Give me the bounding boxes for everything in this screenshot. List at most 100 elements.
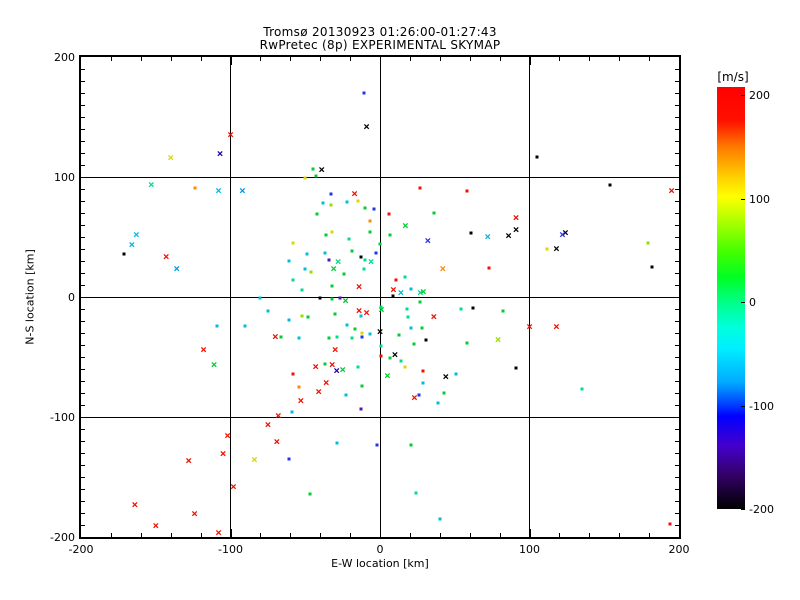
scatter-point bbox=[347, 237, 351, 241]
colorbar-tick-label: -100 bbox=[749, 399, 774, 413]
y-tick-label: -200 bbox=[50, 531, 75, 544]
scatter-point bbox=[297, 385, 301, 389]
scatter-point: × bbox=[342, 293, 349, 307]
scatter-point bbox=[545, 247, 549, 251]
axis-tick bbox=[81, 93, 85, 94]
axis-tick bbox=[81, 489, 85, 490]
axis-tick bbox=[320, 57, 322, 61]
axis-tick bbox=[81, 441, 85, 442]
x-tick-label: 100 bbox=[519, 543, 540, 556]
scatter-point bbox=[290, 410, 294, 414]
scatter-point: × bbox=[351, 186, 358, 200]
axis-tick bbox=[81, 345, 85, 346]
scatter-point bbox=[350, 336, 354, 340]
scatter-point: × bbox=[239, 184, 246, 198]
axis-tick bbox=[170, 533, 172, 537]
axis-tick bbox=[675, 129, 679, 130]
axis-tick bbox=[81, 129, 85, 130]
scatter-point bbox=[329, 192, 333, 196]
scatter-point bbox=[403, 365, 407, 369]
plot-area: × × × × × × × × × × × × × × × × × × × × × × × × × × × × × × × × × × × × × × × ×… bbox=[81, 57, 679, 538]
axis-tick bbox=[675, 333, 679, 334]
scatter-point: × bbox=[312, 359, 320, 373]
scatter-point bbox=[291, 278, 295, 282]
scatter-point bbox=[314, 174, 318, 178]
axis-tick bbox=[81, 81, 85, 82]
axis-tick bbox=[350, 533, 352, 537]
scatter-point bbox=[303, 267, 307, 271]
axis-tick bbox=[675, 513, 679, 514]
scatter-point bbox=[324, 233, 328, 237]
scatter-point bbox=[379, 344, 383, 348]
scatter-point bbox=[379, 305, 383, 309]
scatter-point bbox=[418, 186, 422, 190]
scatter-point bbox=[378, 242, 382, 246]
axis-tick bbox=[675, 225, 679, 226]
scatter-point: × bbox=[442, 370, 450, 384]
scatter-point bbox=[459, 307, 463, 311]
scatter-point bbox=[420, 326, 424, 330]
scatter-point: × bbox=[147, 178, 155, 192]
scatter-point: × bbox=[430, 310, 438, 324]
axis-tick bbox=[140, 57, 142, 61]
scatter-point: × bbox=[512, 222, 520, 236]
scatter-point: × bbox=[200, 342, 207, 356]
axis-tick bbox=[589, 533, 591, 537]
axis-tick bbox=[81, 69, 85, 70]
scatter-point bbox=[418, 300, 422, 304]
scatter-point bbox=[287, 259, 291, 263]
scatter-point: × bbox=[330, 262, 337, 276]
scatter-point bbox=[333, 312, 337, 316]
scatter-point: × bbox=[333, 364, 340, 378]
axis-tick bbox=[81, 369, 85, 370]
axis-tick bbox=[81, 213, 85, 214]
scatter-point: × bbox=[391, 347, 399, 361]
scatter-point bbox=[338, 296, 342, 300]
scatter-point bbox=[403, 275, 407, 279]
scatter-point bbox=[487, 266, 491, 270]
axis-tick bbox=[81, 393, 85, 394]
axis-tick bbox=[170, 57, 172, 61]
scatter-point bbox=[309, 270, 313, 274]
axis-tick bbox=[81, 513, 85, 514]
axis-tick bbox=[675, 381, 679, 382]
scatter-point: × bbox=[402, 219, 409, 233]
scatter-point: × bbox=[526, 320, 533, 334]
axis-tick bbox=[675, 393, 679, 394]
scatter-point bbox=[350, 249, 354, 253]
colorbar-gradient bbox=[717, 87, 745, 509]
scatter-point: × bbox=[273, 435, 281, 449]
axis-tick bbox=[81, 465, 85, 466]
axis-tick bbox=[81, 153, 85, 154]
axis-tick bbox=[671, 177, 679, 178]
axis-tick bbox=[671, 297, 679, 298]
scatter-point bbox=[363, 206, 367, 210]
colorbar-tick bbox=[741, 198, 745, 200]
scatter-point bbox=[412, 342, 416, 346]
axis-tick bbox=[675, 477, 679, 478]
axis-tick bbox=[110, 533, 112, 537]
scatter-point: × bbox=[562, 226, 569, 240]
scatter-point: × bbox=[264, 418, 272, 432]
x-tick-label: -200 bbox=[68, 543, 94, 556]
colorbar-tick bbox=[741, 405, 745, 407]
axis-tick bbox=[675, 345, 679, 346]
scatter-point bbox=[323, 251, 327, 255]
scatter-point: × bbox=[355, 280, 363, 294]
x-tick-label: 0 bbox=[376, 543, 384, 556]
scatter-point bbox=[432, 211, 436, 215]
scatter-point: × bbox=[185, 454, 192, 468]
scatter-point: × bbox=[318, 162, 325, 176]
x-tick-label: -100 bbox=[218, 543, 243, 556]
scatter-point: × bbox=[367, 255, 375, 269]
y-tick-label: -100 bbox=[50, 411, 75, 424]
scatter-point bbox=[297, 336, 301, 340]
scatter-point bbox=[215, 324, 219, 328]
scatter-point bbox=[465, 341, 469, 345]
scatter-point: × bbox=[553, 242, 560, 256]
scatter-point bbox=[311, 167, 315, 171]
scatter-point bbox=[287, 457, 291, 461]
scatter-point bbox=[318, 296, 322, 300]
axis-tick bbox=[675, 309, 679, 310]
axis-tick bbox=[81, 321, 85, 322]
